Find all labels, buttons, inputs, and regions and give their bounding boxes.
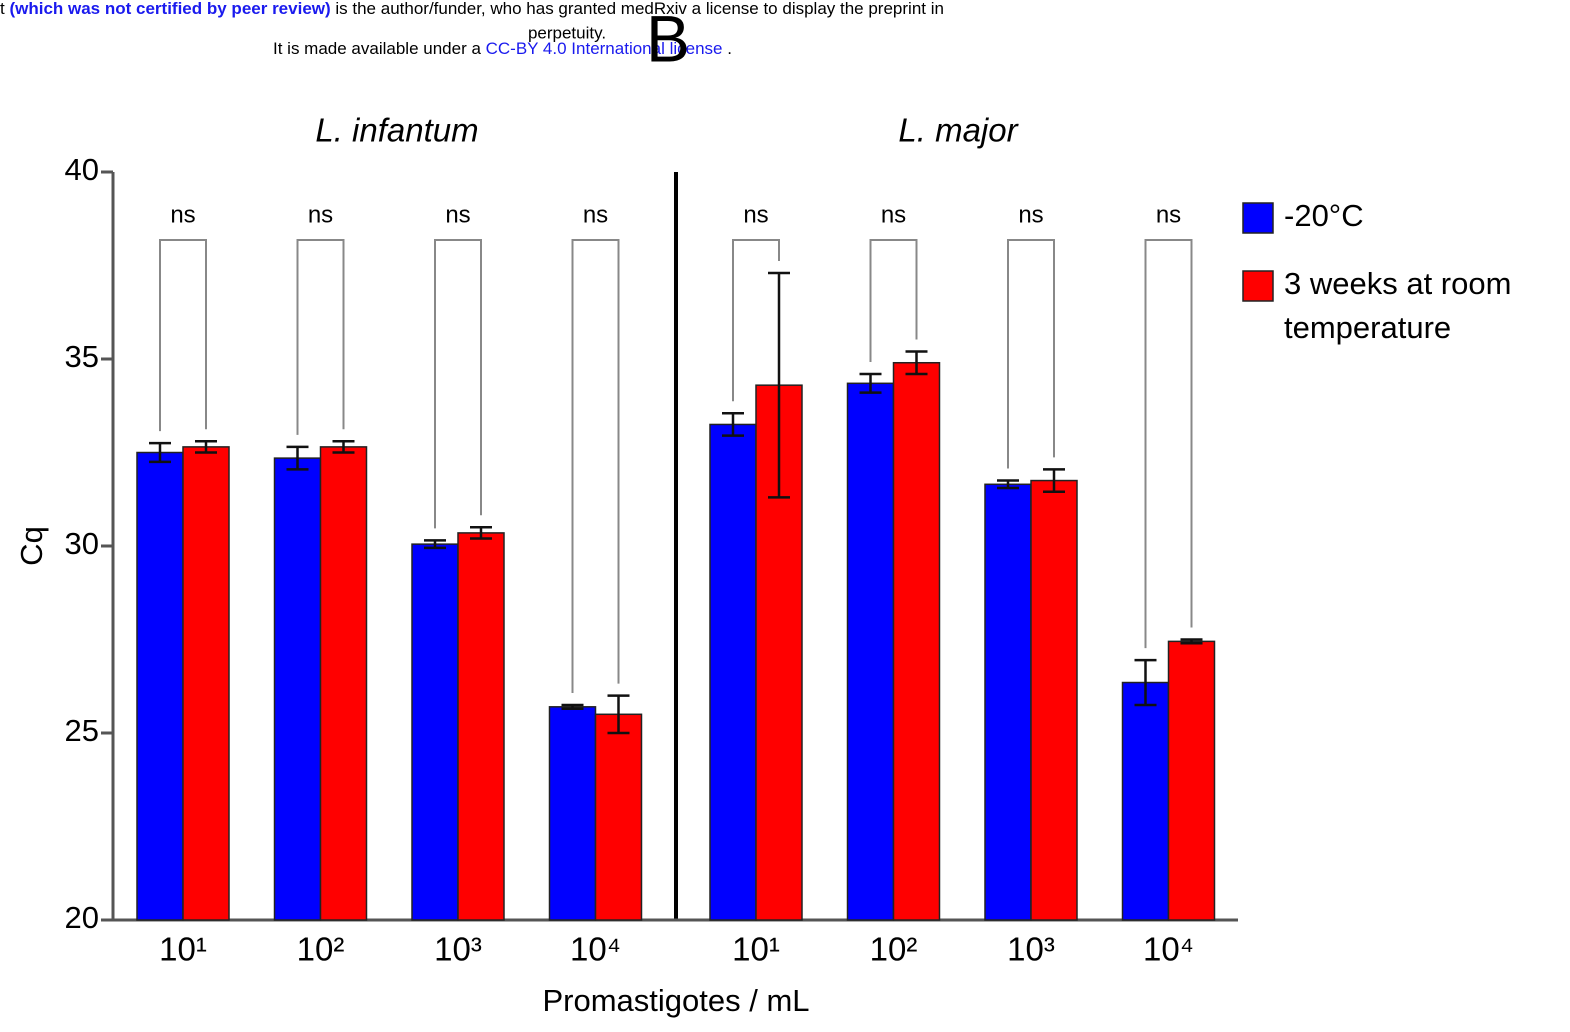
header-line: t (which was not certified by peer revie… xyxy=(0,0,944,18)
x-tick-label: 10² xyxy=(297,931,345,968)
bar xyxy=(892,361,941,921)
error-bar xyxy=(424,539,446,550)
significance-label: ns xyxy=(308,201,333,228)
bar xyxy=(548,706,597,921)
error-bar xyxy=(561,703,584,710)
panel-label: B xyxy=(646,1,690,75)
bar xyxy=(594,713,643,921)
x-tick-label: 10⁴ xyxy=(1143,931,1194,968)
bar xyxy=(984,483,1032,921)
significance-label: ns xyxy=(881,201,906,228)
bar xyxy=(457,532,505,921)
bar xyxy=(1121,681,1170,921)
legend-swatch xyxy=(1242,270,1274,302)
bar xyxy=(1167,640,1216,921)
significance-bracket xyxy=(732,239,780,402)
bar xyxy=(273,457,322,921)
legend-entry: 3 weeks at room temperature xyxy=(1284,266,1512,345)
x-axis-title: Promastigotes / mL xyxy=(542,983,809,1018)
significance-label: ns xyxy=(1018,201,1043,228)
y-tick-label: 35 xyxy=(65,339,99,374)
significance-bracket xyxy=(434,239,482,529)
legend-entry: -20°C xyxy=(1284,198,1364,233)
license-link[interactable]: CC-BY 4.0 International license xyxy=(486,39,723,58)
x-tick-label: 10³ xyxy=(434,931,482,968)
error-bar xyxy=(470,526,492,540)
significance-bracket xyxy=(869,239,918,362)
x-tick-label: 10⁴ xyxy=(570,931,621,968)
error-bar xyxy=(1180,638,1203,645)
header-text: It is made available under a xyxy=(273,39,486,58)
header-text: . xyxy=(723,39,732,58)
error-bar xyxy=(768,271,790,499)
bar xyxy=(1030,479,1078,921)
x-tick-label: 10¹ xyxy=(159,931,207,968)
significance-label: ns xyxy=(743,201,768,228)
significance-label: ns xyxy=(170,201,195,228)
error-bar xyxy=(149,441,171,464)
bar xyxy=(182,446,230,921)
y-axis-title: Cq xyxy=(14,526,49,566)
error-bar xyxy=(286,445,309,471)
error-bar xyxy=(195,440,217,454)
group-label: L. major xyxy=(898,112,1019,149)
header-bold: (which was not certified by peer review) xyxy=(9,0,330,18)
significance-bracket xyxy=(159,239,207,432)
legend-label: -20°C xyxy=(1284,198,1364,233)
error-bar xyxy=(332,440,355,454)
significance-bracket xyxy=(571,239,620,693)
error-bar xyxy=(905,350,928,376)
y-tick-label: 30 xyxy=(65,526,99,561)
error-bar xyxy=(997,479,1019,490)
legend-label: 3 weeks at room temperature xyxy=(1284,266,1512,345)
legend-swatch xyxy=(1242,202,1274,234)
x-tick-label: 10³ xyxy=(1007,931,1055,968)
error-bar xyxy=(722,411,744,437)
error-bar xyxy=(1134,658,1157,707)
header-text: t xyxy=(0,0,9,18)
header-line: perpetuity. xyxy=(528,23,606,42)
significance-label: ns xyxy=(1156,201,1181,228)
significance-bracket xyxy=(296,239,345,435)
header-text: is the author/funder, who has granted me… xyxy=(331,0,944,18)
bar xyxy=(709,423,757,921)
bar xyxy=(136,451,184,921)
bar xyxy=(411,543,459,921)
error-bar xyxy=(859,372,882,394)
significance-bracket xyxy=(1007,239,1055,469)
bar xyxy=(319,446,368,921)
y-tick-label: 20 xyxy=(65,900,99,935)
error-bar xyxy=(1043,468,1065,494)
y-tick-label: 40 xyxy=(65,152,99,187)
significance-label: ns xyxy=(583,201,608,228)
x-tick-label: 10² xyxy=(870,931,918,968)
significance-bracket xyxy=(1144,239,1193,649)
header-line: It is made available under a CC-BY 4.0 I… xyxy=(273,39,732,58)
group-label: L. infantum xyxy=(315,112,478,149)
error-bar xyxy=(607,694,630,735)
bar xyxy=(846,382,895,921)
y-tick-label: 25 xyxy=(65,713,99,748)
x-tick-label: 10¹ xyxy=(732,931,780,968)
significance-label: ns xyxy=(445,201,470,228)
